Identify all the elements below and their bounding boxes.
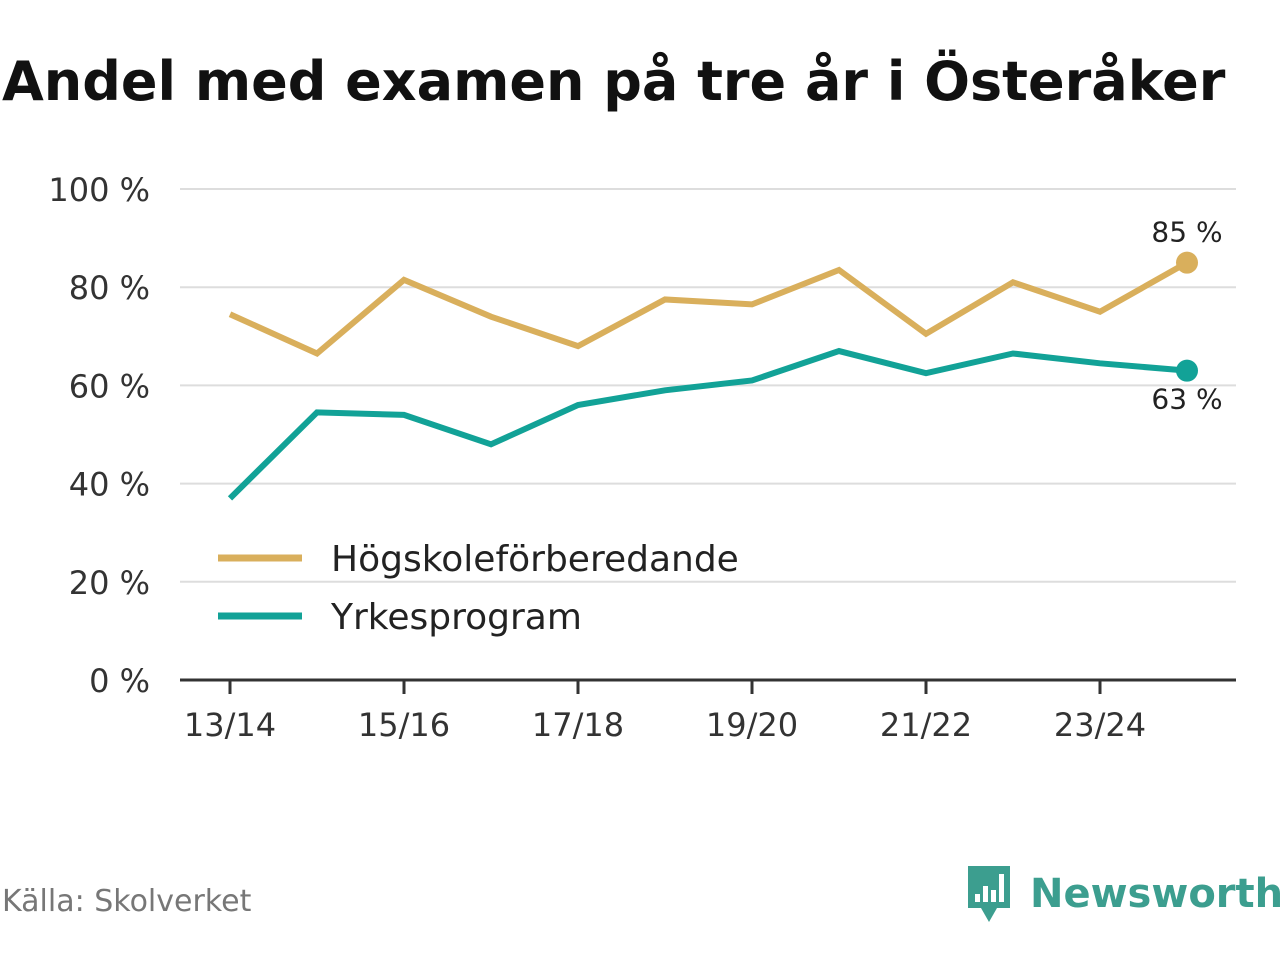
chart-title: Andel med examen på tre år i Österåker xyxy=(2,50,1226,113)
legend-background xyxy=(206,528,758,580)
source-note: Källa: Skolverket xyxy=(2,884,252,919)
data-point-hogskoleforberedande xyxy=(1012,281,1014,283)
data-point-hogskoleforberedande xyxy=(751,303,753,305)
series-lines: 85 % 63 % xyxy=(227,216,1223,501)
legend-label-yrkesprogram: Yrkesprogram xyxy=(330,597,582,638)
data-point-yrkesprogram xyxy=(1012,352,1014,354)
y-tick-label: 100 % xyxy=(48,171,150,209)
data-point-hogskoleforberedande xyxy=(403,279,405,281)
data-point-yrkesprogram xyxy=(925,372,927,374)
legend: Högskoleförberedande Yrkesprogram xyxy=(206,528,758,638)
data-point-yrkesprogram xyxy=(490,443,492,445)
data-point-hogskoleforberedande xyxy=(490,316,492,318)
data-point-hogskoleforberedande xyxy=(316,352,318,354)
x-tick-label: 15/16 xyxy=(358,706,450,744)
data-point-yrkesprogram xyxy=(577,404,579,406)
data-point-yrkesprogram xyxy=(664,389,666,391)
x-tick-label: 21/22 xyxy=(880,706,972,744)
y-tick-label: 80 % xyxy=(69,269,150,307)
x-tick-label: 17/18 xyxy=(532,706,624,744)
end-value-label-hogskoleforberedande: 85 % xyxy=(1151,216,1222,249)
brand-logo[interactable]: Newsworthy xyxy=(964,862,1280,926)
series-line-yrkesprogram xyxy=(227,347,1188,501)
data-point-hogskoleforberedande xyxy=(577,345,579,347)
legend-label-hogskoleforberedande: Högskoleförberedande xyxy=(331,539,739,580)
end-marker-yrkesprogram xyxy=(1176,359,1198,382)
data-point-yrkesprogram xyxy=(751,379,753,381)
data-point-yrkesprogram xyxy=(403,414,405,416)
end-value-label-yrkesprogram: 63 % xyxy=(1151,383,1222,416)
newsworthy-logo-icon xyxy=(968,866,1010,922)
x-tick-label: 13/14 xyxy=(184,706,276,744)
data-point-yrkesprogram xyxy=(838,350,840,352)
data-point-hogskoleforberedande xyxy=(838,269,840,271)
data-point-hogskoleforberedande xyxy=(664,298,666,300)
end-marker-hogskoleforberedande xyxy=(1176,251,1198,274)
brand-name: Newsworthy xyxy=(1030,871,1280,917)
data-point-yrkesprogram xyxy=(1099,362,1101,364)
data-point-hogskoleforberedande xyxy=(925,333,927,335)
series-line-hogskoleforberedande xyxy=(228,260,1189,357)
y-tick-label: 60 % xyxy=(69,367,150,405)
axes: 0 % 20 % 40 % 60 % 80 % 100 % 13/14 15/16 17/18 1… xyxy=(48,171,1236,744)
data-point-hogskoleforberedande xyxy=(229,313,231,315)
y-tick-label: 20 % xyxy=(69,564,150,602)
y-tick-label: 40 % xyxy=(69,466,150,504)
y-tick-label: 0 % xyxy=(89,662,150,700)
x-tick-label: 19/20 xyxy=(706,706,798,744)
x-tick-label: 23/24 xyxy=(1054,706,1146,744)
data-point-yrkesprogram xyxy=(229,497,231,499)
data-point-yrkesprogram xyxy=(316,411,318,413)
data-point-hogskoleforberedande xyxy=(1099,311,1101,313)
